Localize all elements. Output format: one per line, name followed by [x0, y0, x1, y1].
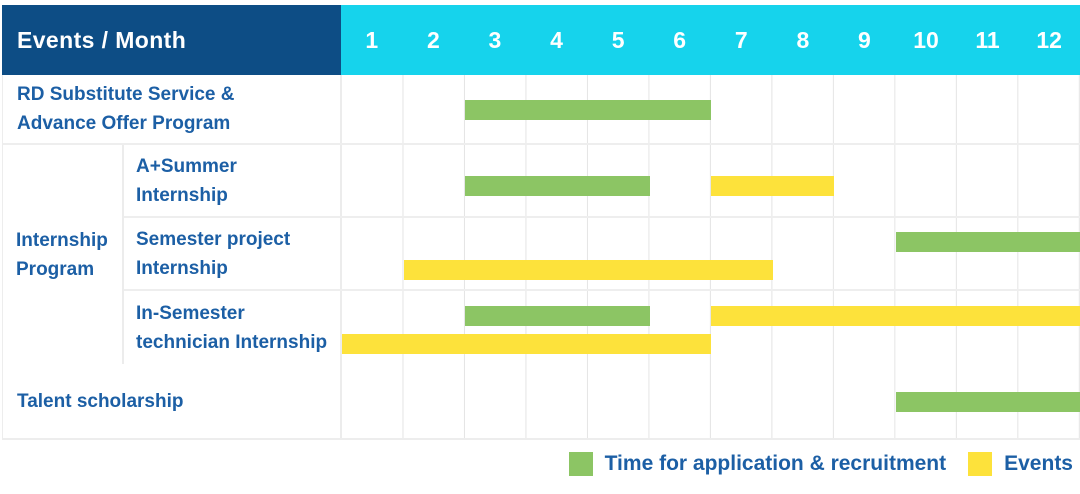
gantt-body: RD Substitute Service & Advance Offer Pr… [2, 75, 1080, 440]
gantt-row-track [342, 218, 1080, 289]
gantt-row-track [342, 364, 1080, 438]
month-header-cell: 7 [734, 26, 748, 53]
month-header-cell: 5 [611, 26, 625, 53]
row-rd-substitute: RD Substitute Service & Advance Offer Pr… [3, 75, 1080, 145]
gantt-row-track [342, 291, 1080, 364]
month-header-cell: 4 [550, 26, 563, 53]
month-header-cell: 3 [488, 26, 502, 53]
legend-item-events: Events [968, 452, 1073, 476]
gantt-row-track [342, 145, 1080, 216]
header-title: Events / Month [2, 5, 341, 75]
gantt-bar-events [711, 176, 834, 196]
gantt-bar-events [403, 260, 773, 280]
month-header-cell: 1 [365, 26, 379, 53]
month-header-cell: 10 [913, 26, 939, 53]
row-semester-project: Semester project Internship [124, 218, 1080, 291]
month-header-cell: 6 [673, 26, 687, 53]
month-header-cell: 2 [426, 26, 440, 53]
yellow-swatch-icon [968, 452, 993, 476]
row-label: Semester project Internship [124, 218, 342, 289]
gantt-bar-recruitment [465, 306, 650, 326]
legend-label: Events [1004, 452, 1073, 475]
gantt-bar-recruitment [895, 232, 1080, 252]
gantt-bar-recruitment [465, 100, 711, 120]
month-header-cell: 8 [796, 26, 810, 53]
gantt-bar-recruitment [465, 176, 650, 196]
month-header-strip: 1 2 3 4 5 6 7 8 9 10 11 12 [341, 5, 1080, 75]
gantt-bar-events [711, 306, 1080, 326]
month-header-cell: 12 [1036, 26, 1062, 53]
row-label: A+Summer Internship [124, 145, 342, 216]
month-header-cell: 11 [975, 26, 1000, 53]
gantt-chart: Events / Month 1 2 3 4 5 6 7 8 9 10 11 12 RD Substi… [2, 5, 1080, 440]
gantt-row-track [342, 75, 1080, 143]
group-subrows: A+Summer Internship Semester project Int… [124, 145, 1080, 364]
row-label: In-Semester technician Internship [124, 291, 342, 364]
row-a-plus-summer: A+Summer Internship [124, 145, 1080, 218]
legend-label: Time for application & recruitment [604, 452, 947, 475]
row-label: RD Substitute Service & Advance Offer Pr… [3, 75, 342, 143]
header-row: Events / Month 1 2 3 4 5 6 7 8 9 10 11 12 [2, 5, 1080, 75]
legend-item-recruitment: Time for application & recruitment [568, 452, 947, 476]
row-talent-scholarship: Talent scholarship [3, 364, 1080, 440]
month-header-cell: 9 [858, 26, 871, 53]
gantt-bar-events [342, 334, 711, 354]
row-label: Talent scholarship [3, 364, 342, 438]
green-swatch-icon [568, 452, 593, 476]
row-in-semester-technician: In-Semester technician Internship [124, 291, 1080, 364]
gantt-bar-recruitment [895, 392, 1080, 412]
legend: Time for application & recruitment Event… [568, 452, 1073, 476]
group-label: Internship Program [3, 145, 124, 364]
internship-program-group: Internship Program A+Summer Internship S… [3, 145, 1080, 364]
